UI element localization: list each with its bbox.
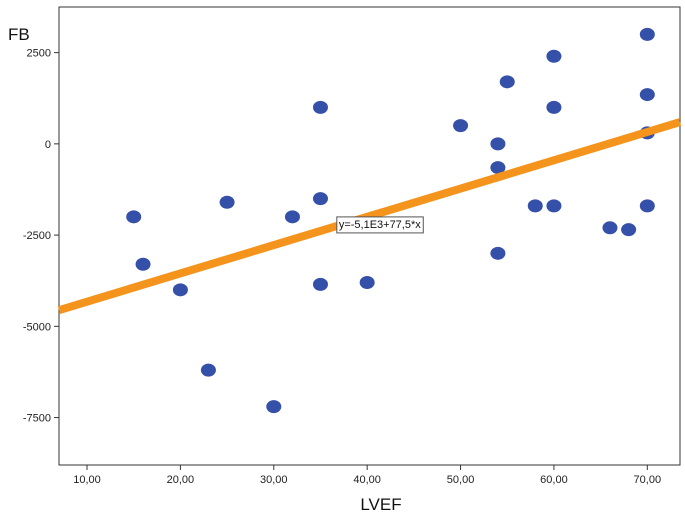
data-point bbox=[490, 137, 506, 151]
data-point bbox=[359, 276, 375, 290]
data-point bbox=[312, 192, 328, 206]
data-point bbox=[499, 75, 515, 89]
x-tick-label: 50,00 bbox=[447, 474, 475, 486]
data-point bbox=[639, 88, 655, 102]
data-point bbox=[284, 210, 300, 224]
data-point bbox=[135, 257, 151, 271]
data-point bbox=[602, 221, 618, 235]
points-layer bbox=[126, 27, 655, 414]
x-axis-title: LVEF bbox=[360, 495, 401, 514]
y-axis: 2500 0 -2500 -5000 -7500 bbox=[23, 48, 59, 425]
y-tick-label: 2500 bbox=[27, 48, 51, 60]
data-point bbox=[546, 100, 562, 114]
data-point bbox=[312, 277, 328, 291]
x-tick-label: 20,00 bbox=[167, 474, 195, 486]
y-tick-label: 0 bbox=[45, 139, 51, 151]
equation-label: y=-5,1E3+77,5*x bbox=[336, 216, 424, 234]
data-point bbox=[200, 363, 216, 377]
data-point bbox=[546, 199, 562, 213]
x-tick-label: 70,00 bbox=[634, 474, 662, 486]
x-axis: 10,00 20,00 30,00 40,00 50,00 60,00 70,00 bbox=[73, 465, 661, 486]
data-point bbox=[219, 195, 235, 209]
data-point bbox=[126, 210, 142, 224]
data-point bbox=[490, 246, 506, 260]
data-point bbox=[453, 119, 469, 133]
y-axis-title: FB bbox=[8, 25, 30, 44]
x-tick-label: 10,00 bbox=[73, 474, 101, 486]
x-tick-label: 30,00 bbox=[260, 474, 288, 486]
x-tick-label: 60,00 bbox=[540, 474, 568, 486]
equation-text: y=-5,1E3+77,5*x bbox=[339, 219, 421, 231]
data-point bbox=[266, 400, 282, 414]
data-point bbox=[172, 283, 188, 297]
data-point bbox=[490, 161, 506, 175]
data-point bbox=[621, 223, 637, 237]
plot-frame bbox=[58, 6, 681, 466]
data-point bbox=[639, 27, 655, 41]
y-tick-label: -5000 bbox=[23, 321, 51, 333]
fit-line bbox=[57, 118, 682, 315]
data-point bbox=[312, 100, 328, 114]
data-point bbox=[546, 49, 562, 63]
data-point bbox=[639, 199, 655, 213]
y-tick-label: -2500 bbox=[23, 230, 51, 242]
equation-box bbox=[336, 216, 424, 234]
x-tick-label: 40,00 bbox=[353, 474, 381, 486]
y-tick-label: -7500 bbox=[23, 413, 51, 425]
data-point bbox=[527, 199, 543, 213]
